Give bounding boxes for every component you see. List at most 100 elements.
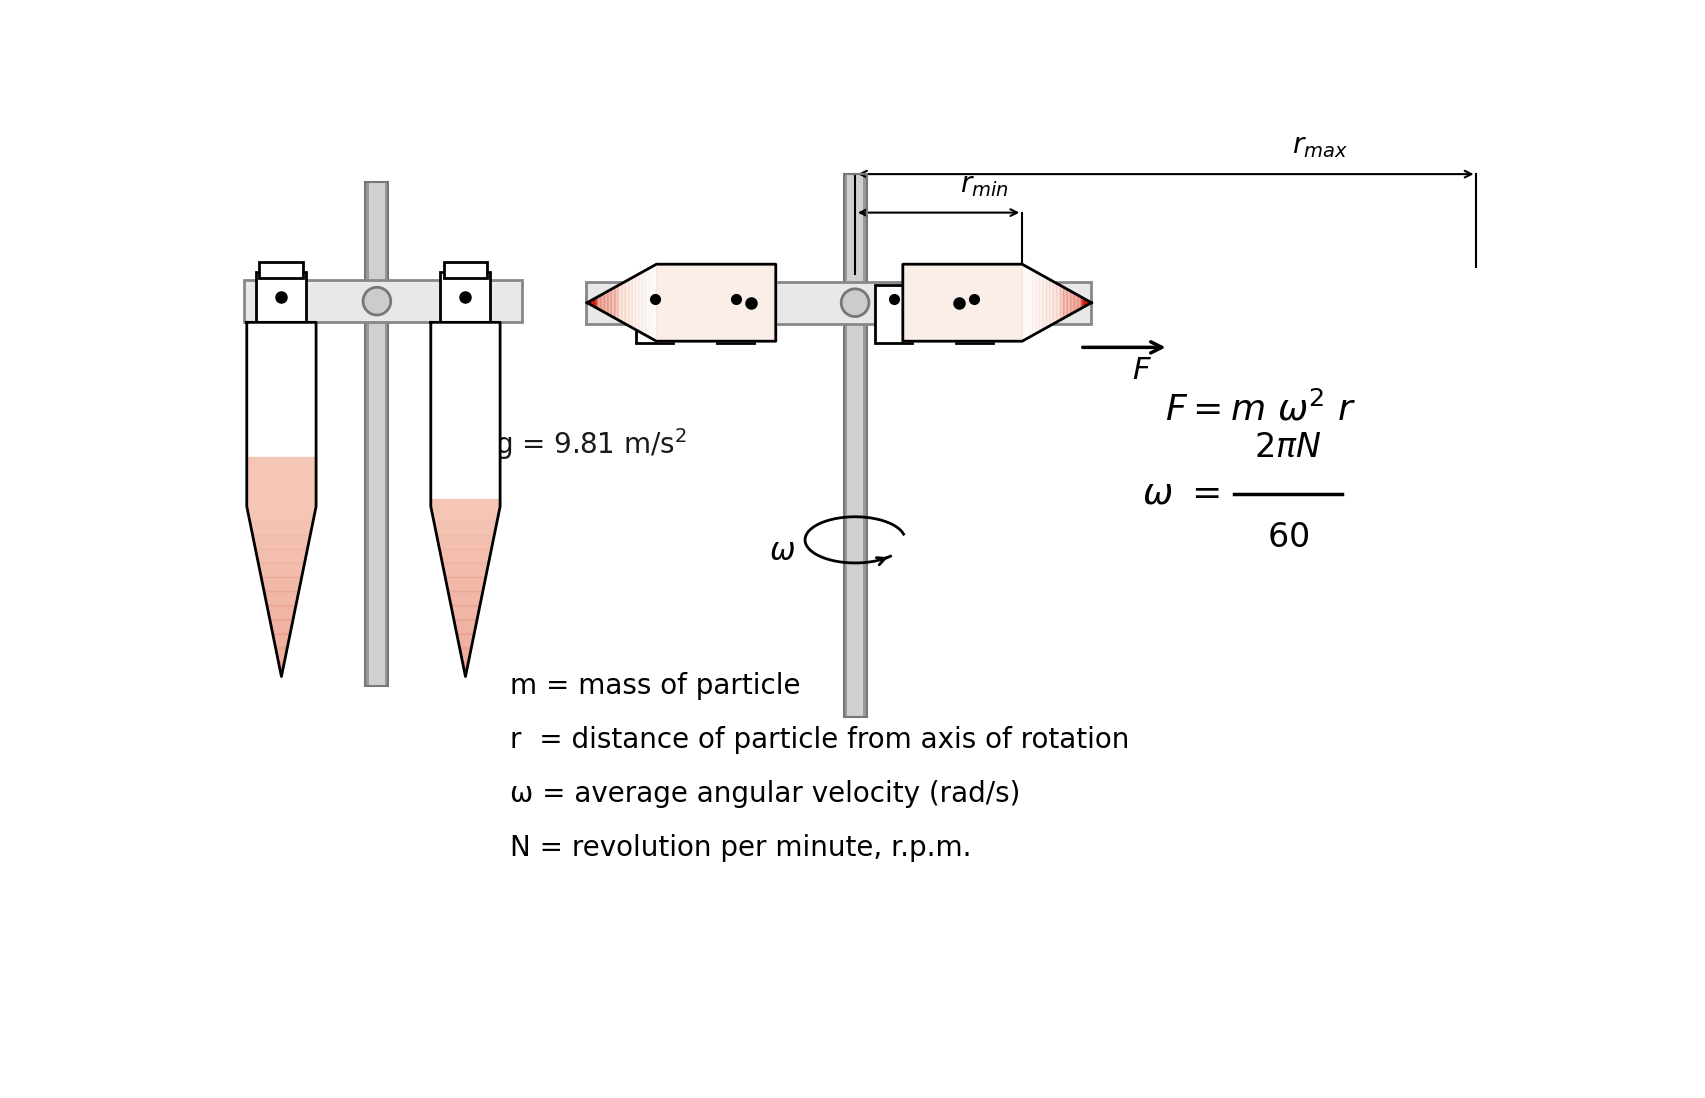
Polygon shape	[650, 266, 653, 339]
Bar	[244, 280, 522, 323]
Polygon shape	[459, 648, 471, 662]
Polygon shape	[266, 606, 295, 620]
Bar	[863, 175, 866, 717]
Polygon shape	[1067, 289, 1071, 316]
Polygon shape	[1071, 291, 1074, 314]
Polygon shape	[431, 323, 500, 676]
Polygon shape	[247, 506, 315, 676]
Polygon shape	[1032, 270, 1035, 335]
Text: $\omega$: $\omega$	[769, 537, 795, 565]
Polygon shape	[462, 662, 469, 676]
Circle shape	[363, 288, 390, 315]
Text: $2\pi N$: $2\pi N$	[1253, 432, 1321, 464]
Polygon shape	[646, 268, 650, 337]
Polygon shape	[442, 563, 488, 578]
Bar	[716, 285, 754, 343]
Polygon shape	[633, 276, 636, 329]
Polygon shape	[617, 283, 621, 322]
Polygon shape	[261, 578, 302, 592]
Polygon shape	[440, 549, 491, 563]
Polygon shape	[639, 272, 643, 334]
Polygon shape	[636, 273, 639, 332]
Text: $60$: $60$	[1265, 520, 1308, 553]
Polygon shape	[587, 265, 656, 341]
Text: m = mass of particle: m = mass of particle	[510, 672, 800, 701]
Polygon shape	[593, 296, 597, 309]
Polygon shape	[450, 606, 479, 620]
Polygon shape	[1064, 288, 1067, 318]
Polygon shape	[1049, 280, 1052, 326]
Bar	[385, 182, 389, 686]
Text: $r_{max}$: $r_{max}$	[1291, 132, 1347, 160]
Bar	[259, 261, 303, 279]
Bar	[636, 285, 673, 343]
Polygon shape	[1078, 295, 1081, 311]
Bar	[842, 175, 866, 717]
Text: g = 9.81 m/s$^2$: g = 9.81 m/s$^2$	[494, 426, 685, 461]
Polygon shape	[273, 634, 290, 648]
Polygon shape	[257, 563, 305, 578]
Polygon shape	[587, 301, 590, 304]
Polygon shape	[607, 289, 610, 316]
Polygon shape	[1074, 293, 1078, 312]
Polygon shape	[604, 291, 607, 314]
Bar	[846, 175, 863, 717]
Bar	[365, 182, 389, 686]
Polygon shape	[1025, 266, 1028, 339]
Polygon shape	[610, 288, 614, 318]
Polygon shape	[1021, 265, 1091, 341]
Polygon shape	[621, 281, 624, 324]
Polygon shape	[256, 549, 307, 563]
Polygon shape	[448, 592, 483, 606]
Polygon shape	[1038, 273, 1042, 332]
Polygon shape	[1045, 278, 1049, 327]
Polygon shape	[431, 506, 500, 676]
Bar	[365, 182, 368, 686]
Polygon shape	[247, 323, 315, 676]
Polygon shape	[600, 293, 604, 312]
Polygon shape	[264, 592, 298, 606]
Bar	[585, 281, 1091, 324]
Polygon shape	[614, 285, 617, 320]
Polygon shape	[1028, 268, 1032, 337]
Text: ω = average angular velocity (rad/s): ω = average angular velocity (rad/s)	[510, 780, 1020, 808]
Text: r  = distance of particle from axis of rotation: r = distance of particle from axis of ro…	[510, 726, 1129, 754]
Bar	[440, 272, 491, 323]
Polygon shape	[454, 620, 477, 634]
Polygon shape	[276, 648, 286, 662]
Polygon shape	[252, 535, 310, 549]
Polygon shape	[445, 578, 486, 592]
Text: $\omega\ =$: $\omega\ =$	[1141, 477, 1219, 511]
Polygon shape	[1055, 283, 1061, 322]
Polygon shape	[1084, 299, 1088, 306]
Polygon shape	[656, 265, 776, 341]
Polygon shape	[1042, 276, 1045, 329]
Polygon shape	[643, 270, 646, 335]
Polygon shape	[1088, 301, 1091, 304]
Bar	[368, 182, 385, 686]
Polygon shape	[247, 457, 315, 506]
Text: N = revolution per minute, r.p.m.: N = revolution per minute, r.p.m.	[510, 833, 972, 862]
Polygon shape	[629, 278, 633, 327]
Polygon shape	[269, 620, 293, 634]
Polygon shape	[431, 500, 500, 506]
Polygon shape	[624, 280, 629, 326]
Polygon shape	[436, 535, 494, 549]
Text: $r_{min}$: $r_{min}$	[960, 171, 1009, 199]
Bar	[955, 285, 992, 343]
Polygon shape	[656, 265, 776, 341]
Polygon shape	[1052, 281, 1055, 324]
Bar	[842, 175, 846, 717]
Polygon shape	[1081, 296, 1084, 309]
Polygon shape	[597, 295, 600, 311]
Polygon shape	[590, 299, 593, 306]
Polygon shape	[1035, 272, 1038, 334]
Bar	[256, 272, 307, 323]
Bar	[443, 261, 488, 279]
Polygon shape	[902, 265, 1021, 341]
Circle shape	[841, 289, 868, 316]
Text: $\mathit{F}$: $\mathit{F}$	[1130, 356, 1151, 385]
Bar	[875, 285, 912, 343]
Polygon shape	[1061, 285, 1064, 320]
Polygon shape	[278, 662, 285, 676]
